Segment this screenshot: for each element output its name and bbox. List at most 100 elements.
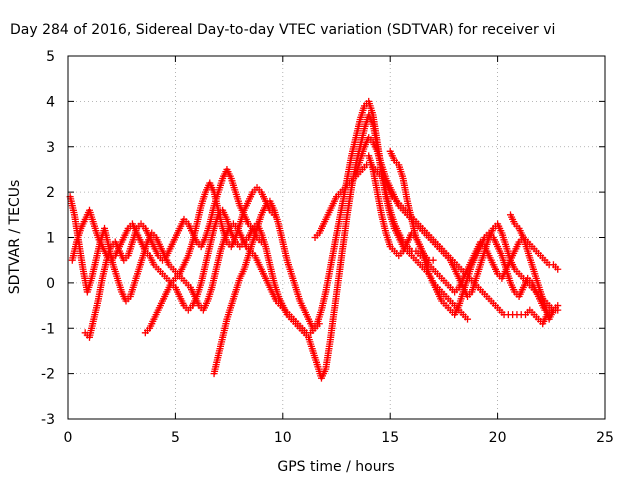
- trace-marker-run: [306, 317, 316, 330]
- trace-marker-run: [279, 240, 291, 262]
- trace-marker-run: [213, 249, 224, 271]
- trace-marker-run: [357, 145, 368, 162]
- trace-marker-run: [232, 277, 243, 294]
- trace-marker-run: [157, 245, 168, 257]
- trace-marker-run: [204, 286, 215, 303]
- trace-marker-run: [396, 231, 406, 244]
- trace-marker-run: [235, 227, 245, 239]
- trace-marker-run: [486, 254, 496, 266]
- trace-marker-run: [413, 236, 423, 248]
- trace-marker-run: [521, 277, 531, 289]
- trace-marker-run: [71, 213, 82, 244]
- trace-marker-run: [147, 236, 157, 248]
- trace-marker-run: [241, 200, 251, 212]
- trace-marker-run: [495, 222, 505, 235]
- data-point-marker: [554, 265, 562, 273]
- trace-marker-run: [207, 181, 217, 194]
- trace-marker-run: [400, 177, 411, 203]
- trace-marker-run: [499, 254, 509, 271]
- trace-marker-run: [537, 290, 548, 307]
- trace-marker-run: [261, 272, 271, 285]
- trace-marker-run: [202, 222, 213, 239]
- trace-marker-run: [117, 236, 127, 248]
- trace-marker-run: [362, 136, 372, 148]
- trace-marker-run: [202, 245, 213, 266]
- trace-marker-run: [211, 190, 222, 207]
- trace-marker-run: [209, 268, 220, 289]
- trace-marker-run: [75, 240, 87, 271]
- trace-marker-run: [224, 218, 234, 235]
- trace-marker-run: [322, 340, 334, 371]
- trace-marker-run: [103, 245, 114, 262]
- trace-marker-run: [121, 227, 131, 239]
- trace-marker-run: [151, 245, 161, 257]
- trace-marker-run: [228, 177, 239, 194]
- trace-marker-run: [456, 290, 466, 307]
- trace-marker-run: [520, 236, 531, 253]
- trace-marker-run: [198, 263, 209, 285]
- trace-marker-run: [84, 277, 95, 294]
- trace-marker-run: [378, 163, 389, 180]
- trace-marker-run: [222, 227, 232, 239]
- trace-marker-run: [310, 349, 320, 366]
- trace-marker-run: [185, 222, 195, 235]
- trace-marker-run: [232, 190, 243, 207]
- trace-marker-run: [469, 254, 479, 266]
- trace-marker-run: [211, 354, 222, 375]
- data-point-marker: [464, 315, 472, 323]
- trace-marker-run: [426, 272, 436, 285]
- trace-marker-run: [67, 195, 78, 216]
- trace-marker-run: [331, 277, 342, 312]
- trace-marker-run: [254, 213, 265, 230]
- trace-marker-run: [288, 272, 299, 289]
- trace-marker-run: [217, 236, 228, 253]
- trace-marker-run: [490, 236, 500, 248]
- x-tick-label: 15: [381, 430, 399, 446]
- trace-marker-run: [319, 367, 329, 380]
- trace-marker-run: [297, 299, 307, 312]
- trace-marker-run: [258, 231, 269, 248]
- x-tick-label: 0: [64, 430, 73, 446]
- trace-marker-run: [512, 240, 522, 253]
- trace-marker-run: [460, 268, 470, 280]
- trace-marker-run: [228, 231, 238, 244]
- y-tick-label: -2: [41, 367, 55, 383]
- trace-marker-run: [369, 113, 381, 144]
- trace-marker-run: [280, 304, 290, 316]
- trace-marker-run: [326, 308, 338, 344]
- trace-marker-run: [305, 336, 316, 353]
- trace-marker-run: [314, 308, 325, 325]
- trace-marker-run: [131, 268, 142, 285]
- trace-marker-run: [524, 249, 535, 266]
- trace-marker-run: [114, 277, 125, 294]
- y-tick-label: 5: [46, 49, 55, 65]
- trace-marker-run: [447, 259, 458, 271]
- trace-marker-run: [271, 281, 282, 298]
- trace-marker-run: [91, 222, 101, 239]
- trace-marker-run: [177, 263, 187, 275]
- trace-marker-run: [392, 222, 402, 235]
- trace-marker-run: [127, 281, 138, 298]
- trace-marker-run: [370, 141, 380, 153]
- trace-marker-run: [117, 249, 127, 262]
- trace-marker-run: [533, 277, 544, 294]
- trace-marker-run: [516, 286, 526, 298]
- trace-marker-run: [508, 213, 518, 226]
- trace-marker-run: [378, 213, 389, 235]
- trace-marker-run: [258, 204, 268, 216]
- y-tick-label: -3: [41, 412, 55, 428]
- trace-marker-run: [284, 259, 295, 275]
- series-5: [210, 97, 437, 378]
- trace-marker-run: [335, 245, 347, 280]
- trace-marker-run: [353, 159, 363, 176]
- trace-marker-run: [200, 299, 210, 312]
- y-axis-label: SDTVAR / TECUs: [7, 180, 23, 295]
- trace-marker-run: [140, 240, 151, 257]
- trace-marker-run: [95, 277, 106, 303]
- trace-marker-run: [452, 268, 462, 280]
- trace-marker-run: [147, 317, 157, 330]
- trace-marker-run: [237, 204, 247, 216]
- trace-marker-run: [164, 245, 174, 257]
- trace-marker-run: [276, 295, 286, 307]
- trace-marker-run: [249, 227, 260, 244]
